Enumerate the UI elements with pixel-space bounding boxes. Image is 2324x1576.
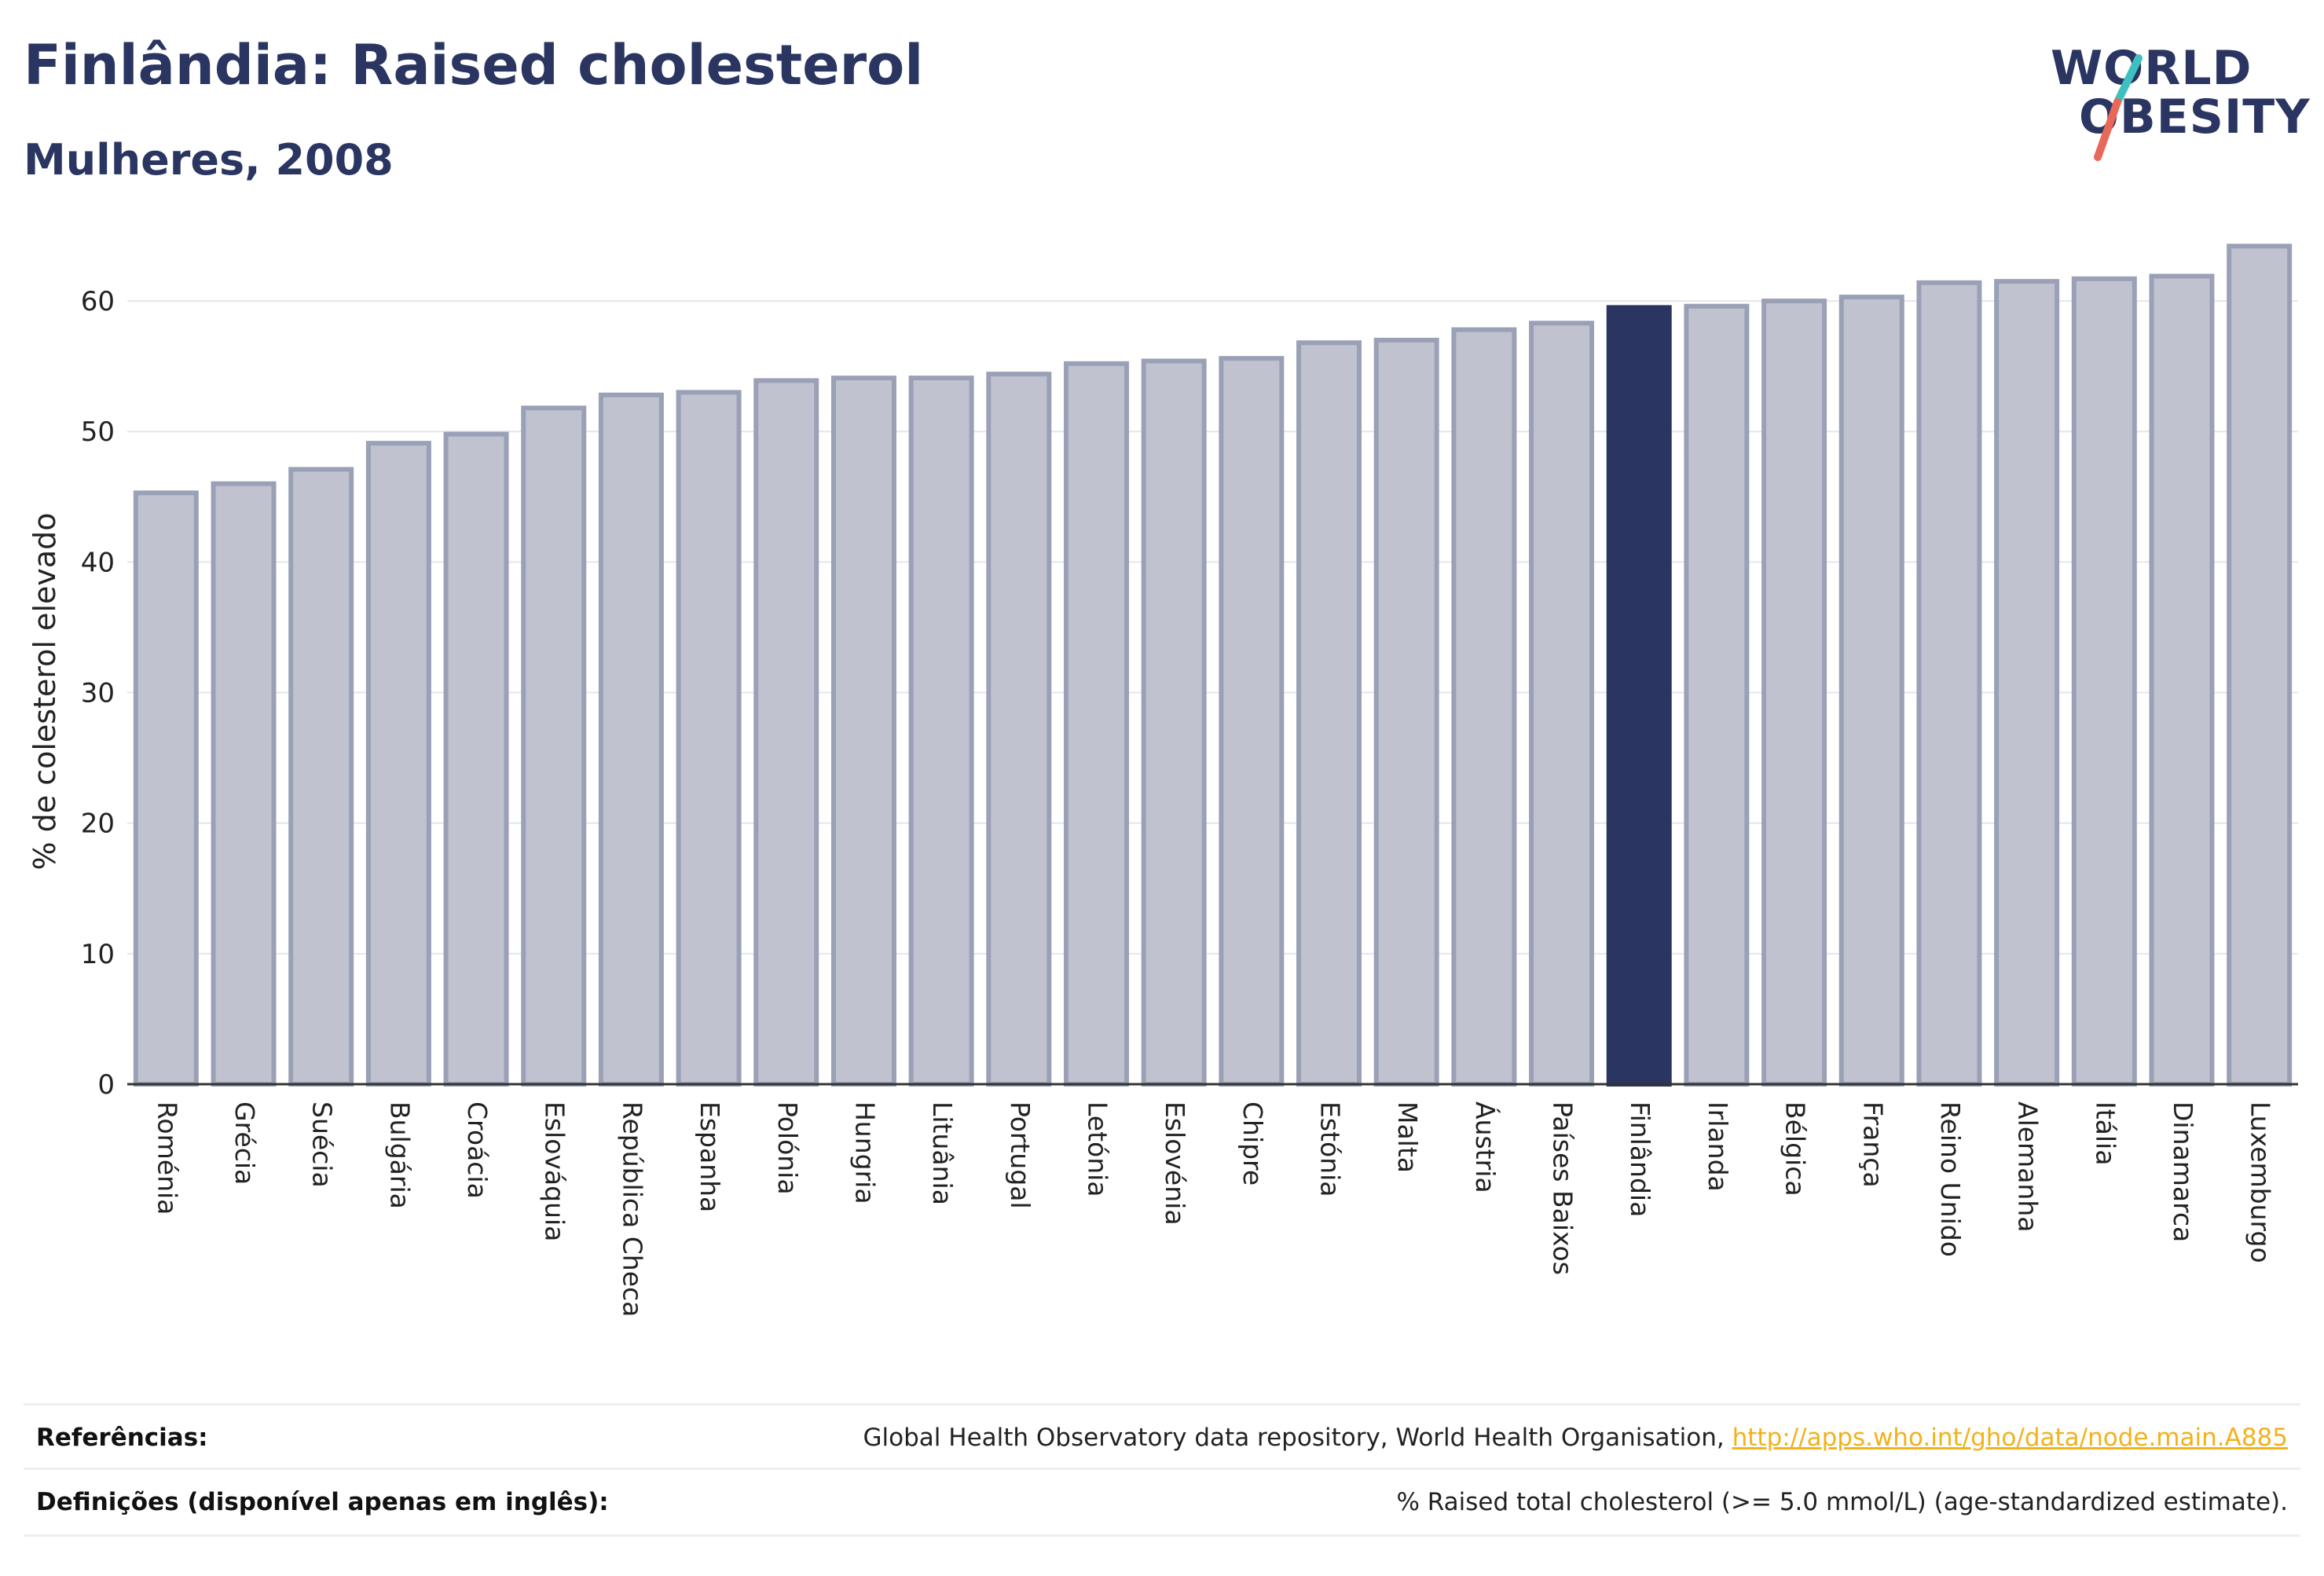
world-obesity-logo[interactable]: WORLD OBESITY bbox=[2051, 41, 2310, 167]
bar-eslováquia[interactable] bbox=[521, 405, 587, 1087]
bar-eslovénia[interactable] bbox=[1141, 358, 1207, 1087]
bar-dinamarca[interactable] bbox=[2149, 273, 2215, 1087]
x-tick-label: Bélgica bbox=[1780, 1101, 1811, 1197]
x-tick-label: Bulgária bbox=[384, 1101, 415, 1209]
bar-bulgária[interactable] bbox=[365, 441, 431, 1087]
bar-hungria[interactable] bbox=[830, 376, 896, 1087]
x-tick-label: Dinamarca bbox=[2168, 1101, 2198, 1242]
bar-luxemburgo[interactable] bbox=[2227, 244, 2293, 1087]
x-tick-label: Letónia bbox=[1082, 1101, 1113, 1197]
x-tick-label: França bbox=[1857, 1101, 1888, 1188]
bar-alemanha[interactable] bbox=[1994, 279, 2060, 1087]
bar-reino-unido[interactable] bbox=[1916, 280, 1982, 1087]
bar-lituânia[interactable] bbox=[908, 376, 974, 1087]
bar-frança[interactable] bbox=[1838, 295, 1904, 1087]
bar-estónia[interactable] bbox=[1296, 340, 1362, 1087]
x-tick-label: Espanha bbox=[695, 1101, 725, 1212]
x-tick-label: Malta bbox=[1392, 1101, 1423, 1173]
bar-república-checa[interactable] bbox=[598, 392, 664, 1087]
x-tick-label: Hungria bbox=[849, 1101, 880, 1204]
logo-word-world: WORLD bbox=[2051, 41, 2253, 96]
x-tick-label: Eslováquia bbox=[540, 1101, 570, 1241]
bar-portugal[interactable] bbox=[986, 372, 1052, 1087]
y-tick-label: 50 bbox=[81, 416, 115, 448]
x-tick-label: Polónia bbox=[772, 1101, 803, 1195]
references-row: Referências: Global Health Observatory d… bbox=[24, 1403, 2300, 1470]
x-tick-label: Luxemburgo bbox=[2245, 1101, 2276, 1263]
bar-suécia[interactable] bbox=[288, 467, 354, 1087]
x-tick-label: Irlanda bbox=[1703, 1101, 1733, 1192]
y-tick-label: 60 bbox=[81, 286, 115, 317]
bar-grécia[interactable] bbox=[211, 481, 277, 1087]
bar-itália[interactable] bbox=[2071, 276, 2137, 1087]
y-tick-label: 10 bbox=[81, 939, 115, 970]
x-tick-label: Finlândia bbox=[1625, 1101, 1655, 1217]
x-tick-label: Lituânia bbox=[927, 1101, 958, 1205]
x-tick-label: Roménia bbox=[152, 1101, 182, 1215]
x-tick-label: Suécia bbox=[307, 1101, 338, 1188]
references-text: Global Health Observatory data repositor… bbox=[863, 1424, 1732, 1452]
x-tick-label: Eslovénia bbox=[1160, 1101, 1190, 1226]
definitions-row: Definições (disponível apenas em inglês)… bbox=[24, 1468, 2300, 1537]
y-tick-label: 0 bbox=[97, 1069, 115, 1101]
bar-croácia[interactable] bbox=[443, 431, 509, 1087]
chart-subtitle: Mulheres, 2008 bbox=[24, 135, 394, 185]
references-label: Referências: bbox=[36, 1424, 208, 1452]
bar-roménia[interactable] bbox=[133, 490, 199, 1087]
logo-slash-icon bbox=[2094, 54, 2143, 161]
chart-title: Finlândia: Raised cholesterol bbox=[24, 33, 924, 97]
x-tick-label: Grécia bbox=[229, 1101, 260, 1185]
x-tick-label: Alemanha bbox=[2013, 1101, 2044, 1232]
y-axis-ticks: 0 10 20 30 40 50 60 bbox=[81, 286, 115, 1101]
bar-chart: 0 10 20 30 40 50 60 Roménia Grécia Suécia Bulgári… bbox=[27, 244, 2298, 1317]
definitions-label: Definições (disponível apenas em inglês)… bbox=[36, 1488, 609, 1516]
bar-espanha[interactable] bbox=[676, 390, 742, 1087]
references-link[interactable]: http://apps.who.int/gho/data/node.main.A… bbox=[1732, 1424, 2288, 1452]
footer: Referências: Global Health Observatory d… bbox=[24, 1403, 2300, 1537]
x-tick-label: Estónia bbox=[1315, 1101, 1346, 1197]
y-tick-label: 40 bbox=[81, 547, 115, 578]
x-tick-label: Chipre bbox=[1237, 1101, 1268, 1186]
x-tick-label: República Checa bbox=[617, 1101, 647, 1317]
bar-finlândia[interactable] bbox=[1606, 305, 1672, 1087]
x-tick-label: Áustria bbox=[1470, 1101, 1501, 1193]
x-tick-label: Portugal bbox=[1005, 1101, 1036, 1209]
bar-letónia[interactable] bbox=[1063, 361, 1129, 1087]
x-tick-label: Reino Unido bbox=[1935, 1101, 1966, 1257]
bar-polónia[interactable] bbox=[753, 378, 819, 1087]
definitions-value: % Raised total cholesterol (>= 5.0 mmol/… bbox=[1396, 1488, 2288, 1516]
bars bbox=[133, 244, 2293, 1087]
bar-bélgica[interactable] bbox=[1761, 299, 1827, 1087]
y-tick-label: 20 bbox=[81, 808, 115, 840]
x-tick-label: Croácia bbox=[462, 1101, 493, 1199]
bar-irlanda[interactable] bbox=[1684, 303, 1750, 1087]
bar-malta[interactable] bbox=[1373, 337, 1439, 1087]
bar-áustria[interactable] bbox=[1451, 327, 1517, 1087]
x-tick-label: Países Baixos bbox=[1548, 1101, 1578, 1275]
bar-países-baixos[interactable] bbox=[1529, 321, 1595, 1087]
x-tick-label: Itália bbox=[2090, 1101, 2121, 1165]
references-value: Global Health Observatory data repositor… bbox=[863, 1424, 2300, 1452]
y-axis-label: % de colesterol elevado bbox=[27, 512, 62, 870]
x-axis-ticks: Roménia Grécia Suécia Bulgária Croácia Eslová… bbox=[152, 1101, 2275, 1317]
y-tick-label: 30 bbox=[81, 678, 115, 709]
bar-chipre[interactable] bbox=[1219, 356, 1285, 1087]
